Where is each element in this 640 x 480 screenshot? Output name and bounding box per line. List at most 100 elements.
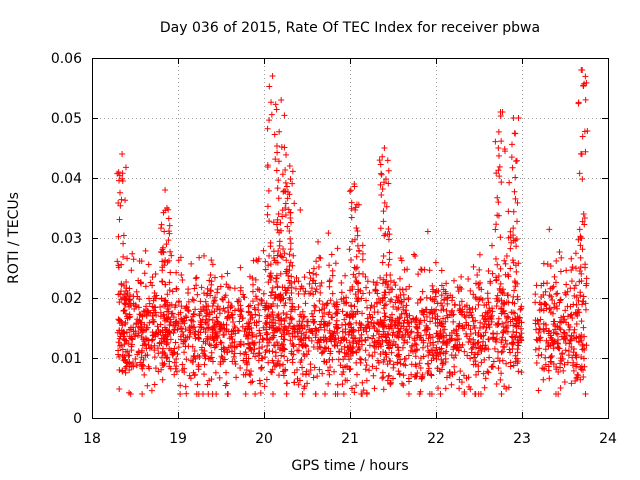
- data-point: [313, 271, 320, 278]
- data-point: [396, 315, 403, 322]
- data-point: [145, 363, 152, 370]
- data-point: [115, 233, 122, 240]
- data-point: [341, 300, 348, 307]
- data-point: [474, 339, 481, 346]
- data-point: [288, 273, 295, 280]
- data-point: [381, 199, 388, 206]
- data-point: [318, 279, 325, 286]
- data-point: [283, 391, 290, 397]
- data-point: [278, 315, 285, 322]
- data-point: [494, 355, 501, 362]
- data-point: [450, 354, 457, 361]
- data-point: [128, 267, 135, 274]
- data-point: [158, 249, 165, 256]
- data-point: [556, 299, 563, 306]
- data-point: [435, 385, 442, 392]
- data-point: [377, 274, 384, 281]
- data-point: [576, 170, 583, 177]
- chart-title: Day 036 of 2015, Rate Of TEC Index for r…: [160, 20, 540, 36]
- data-point: [580, 324, 587, 331]
- data-point: [437, 329, 444, 336]
- data-point: [542, 354, 549, 361]
- data-point: [401, 266, 408, 273]
- data-point: [400, 320, 407, 327]
- data-point: [132, 328, 139, 335]
- data-point: [341, 353, 348, 360]
- data-point: [289, 325, 296, 332]
- data-point: [582, 148, 589, 155]
- data-point: [134, 316, 141, 323]
- data-point: [220, 331, 227, 338]
- data-point: [425, 367, 432, 374]
- data-point: [166, 363, 173, 370]
- data-point: [229, 336, 236, 343]
- data-point: [511, 300, 518, 307]
- data-point: [392, 299, 399, 306]
- data-point: [166, 222, 173, 229]
- data-point: [256, 339, 263, 346]
- data-point: [122, 197, 129, 204]
- data-point: [282, 204, 289, 211]
- data-point: [552, 322, 559, 329]
- data-point: [424, 324, 431, 331]
- data-point: [205, 325, 212, 332]
- data-point: [381, 323, 388, 330]
- data-point: [285, 272, 292, 279]
- data-point: [122, 356, 129, 363]
- data-point: [312, 334, 319, 341]
- data-point: [556, 249, 563, 256]
- data-point: [396, 298, 403, 305]
- data-point: [382, 176, 389, 183]
- data-point: [281, 188, 288, 195]
- data-point: [500, 307, 507, 314]
- data-point: [496, 163, 503, 170]
- data-point: [414, 325, 421, 332]
- data-point: [396, 329, 403, 336]
- data-point: [424, 228, 431, 235]
- data-point: [518, 305, 525, 312]
- data-point: [395, 304, 402, 311]
- data-point: [548, 359, 555, 366]
- data-point: [124, 315, 131, 322]
- x-tick-label: 24: [599, 431, 617, 447]
- data-point: [212, 369, 219, 376]
- data-point: [122, 300, 129, 307]
- data-point: [565, 352, 572, 359]
- data-point: [471, 340, 478, 347]
- y-tick-label: 0.01: [51, 351, 82, 367]
- data-point: [366, 325, 373, 332]
- data-point: [333, 299, 340, 306]
- data-point: [260, 247, 267, 254]
- data-point: [394, 344, 401, 351]
- data-point: [512, 316, 519, 323]
- data-point: [576, 333, 583, 340]
- data-point: [400, 306, 407, 313]
- data-point: [278, 340, 285, 347]
- data-point: [493, 338, 500, 345]
- data-point: [283, 311, 290, 318]
- data-point: [436, 335, 443, 342]
- data-point: [324, 320, 331, 327]
- data-point: [259, 298, 266, 305]
- data-point: [126, 358, 133, 365]
- data-point: [157, 303, 164, 310]
- data-point: [575, 100, 582, 107]
- data-point: [562, 340, 569, 347]
- data-point: [370, 332, 377, 339]
- data-point: [362, 337, 369, 344]
- data-point: [171, 371, 178, 378]
- data-point: [164, 291, 171, 298]
- data-point: [296, 377, 303, 384]
- data-point: [202, 298, 209, 305]
- data-point: [201, 252, 208, 259]
- data-point: [502, 271, 509, 278]
- data-point: [377, 181, 384, 188]
- data-point: [509, 164, 516, 171]
- data-point: [127, 391, 134, 397]
- data-point: [392, 282, 399, 289]
- data-point: [208, 257, 215, 264]
- data-point: [164, 339, 171, 346]
- data-point: [151, 354, 158, 361]
- data-point: [438, 321, 445, 328]
- data-point: [348, 257, 355, 264]
